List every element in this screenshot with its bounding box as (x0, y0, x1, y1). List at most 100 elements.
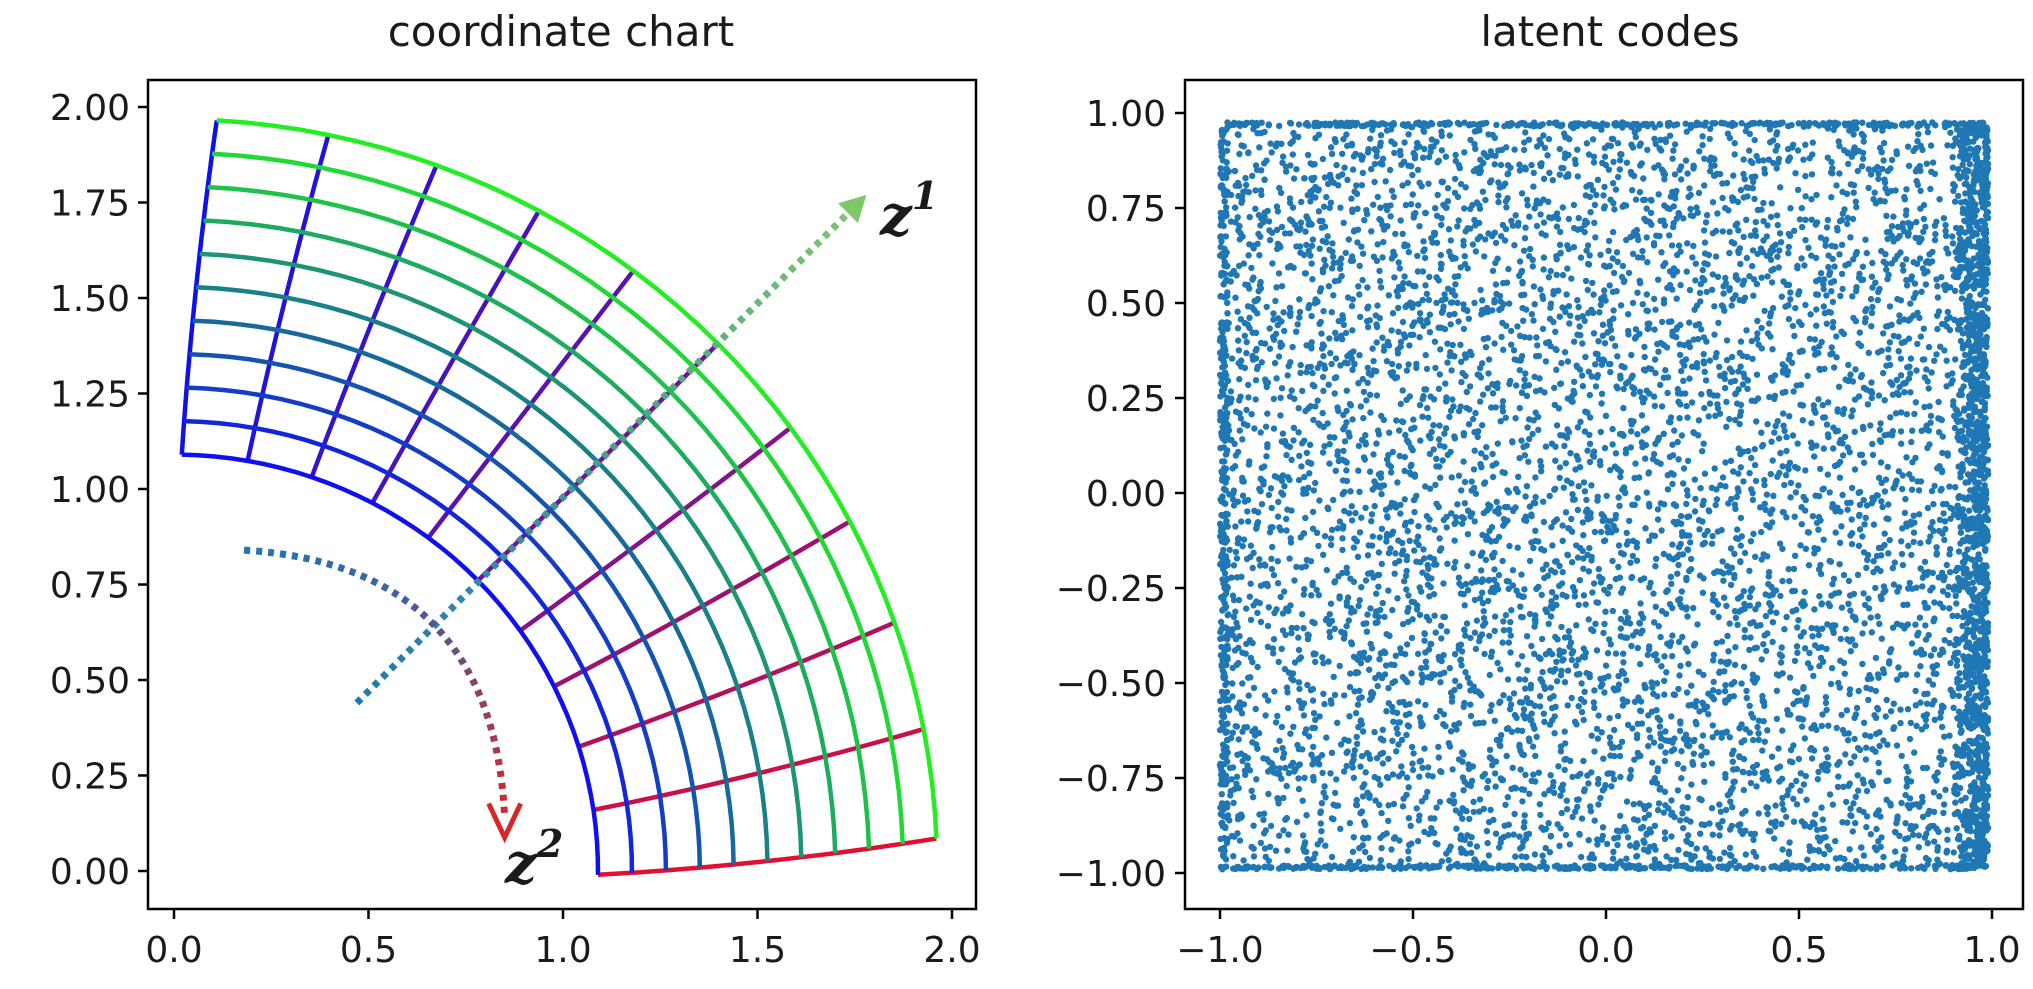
scatter-point (1397, 151, 1404, 159)
scatter-point (1266, 325, 1273, 332)
scatter-point (1669, 632, 1676, 639)
scatter-point (1293, 328, 1300, 335)
scatter-point (1658, 527, 1665, 534)
scatter-point (1688, 399, 1696, 406)
scatter-point (1426, 329, 1434, 336)
scatter-point (1847, 234, 1854, 241)
scatter-point (1745, 447, 1752, 455)
scatter-point (1679, 810, 1686, 817)
scatter-point (1645, 712, 1652, 719)
scatter-point (1313, 529, 1321, 536)
scatter-point (1316, 320, 1323, 327)
scatter-point (1836, 561, 1843, 568)
scatter-point (1451, 651, 1459, 658)
scatter-point (1236, 150, 1243, 158)
scatter-point (1321, 783, 1328, 790)
scatter-point (1579, 372, 1586, 379)
scatter-point (1250, 684, 1258, 691)
scatter-point (1526, 557, 1534, 565)
scatter-point (1725, 500, 1732, 507)
scatter-point (1266, 345, 1274, 352)
scatter-point (1530, 771, 1537, 778)
scatter-point (1306, 219, 1313, 226)
scatter-point (1395, 773, 1403, 780)
scatter-point (1602, 662, 1610, 669)
scatter-point (1554, 636, 1561, 643)
scatter-point (1601, 785, 1608, 792)
scatter-point (1591, 528, 1599, 536)
scatter-point (1674, 438, 1681, 446)
scatter-point (1661, 222, 1669, 229)
scatter-point (1461, 351, 1469, 358)
scatter-point (1786, 351, 1794, 359)
scatter-point (1802, 193, 1809, 200)
scatter-point (1375, 775, 1382, 782)
scatter-point (1602, 412, 1610, 419)
scatter-point (1414, 252, 1421, 260)
scatter-point (1323, 193, 1330, 201)
scatter-point (1402, 572, 1410, 579)
scatter-point (1577, 254, 1585, 261)
scatter-point (1900, 853, 1907, 860)
scatter-point (1350, 578, 1358, 585)
scatter-point (1703, 288, 1710, 296)
scatter-point (1658, 147, 1665, 154)
z2-arrow-shaft (243, 546, 509, 818)
scatter-point (1615, 494, 1622, 501)
scatter-point (1806, 649, 1813, 657)
scatter-point (1671, 141, 1679, 148)
scatter-point (1959, 161, 1966, 168)
scatter-point (1333, 335, 1340, 342)
scatter-point (1771, 835, 1778, 842)
scatter-point (1828, 344, 1835, 351)
scatter-point (1397, 510, 1404, 517)
scatter-point (1650, 690, 1657, 697)
scatter-point (1757, 245, 1765, 252)
scatter-point (1813, 306, 1820, 313)
scatter-point (1306, 470, 1313, 477)
scatter-point (1743, 216, 1750, 223)
scatter-point (1365, 751, 1372, 758)
scatter-point (1652, 846, 1659, 853)
scatter-point (1432, 205, 1439, 212)
scatter-point (1655, 623, 1663, 630)
scatter-point (1668, 856, 1675, 864)
scatter-point (1364, 323, 1372, 331)
scatter-point (1451, 433, 1458, 440)
scatter-point (1261, 176, 1268, 184)
scatter-point (1328, 815, 1336, 822)
scatter-point (1575, 703, 1582, 710)
scatter-point (1320, 660, 1327, 667)
scatter-point (1349, 764, 1356, 771)
scatter-point (1934, 283, 1941, 290)
scatter-point (1874, 671, 1882, 678)
scatter-point (1644, 651, 1652, 659)
scatter-point (1428, 428, 1435, 436)
scatter-point (1887, 414, 1894, 421)
scatter-point (1506, 300, 1513, 307)
scatter-point (1251, 725, 1259, 733)
scatter-point (1508, 785, 1515, 793)
scatter-point (1912, 823, 1919, 830)
scatter-point (1915, 487, 1923, 494)
scatter-point (1569, 559, 1576, 566)
scatter-point (1277, 394, 1284, 401)
scatter-point (1580, 716, 1587, 724)
scatter-point (1629, 552, 1637, 560)
scatter-point (1470, 466, 1478, 473)
scatter-point (1346, 683, 1354, 691)
scatter-point (1305, 247, 1312, 254)
scatter-point (1753, 418, 1760, 425)
scatter-point (1239, 478, 1246, 485)
scatter-point (1574, 297, 1581, 304)
scatter-point (1339, 312, 1346, 319)
scatter-point (1821, 365, 1828, 372)
scatter-point (1899, 561, 1907, 569)
scatter-point (1946, 605, 1953, 612)
scatter-point (1580, 555, 1587, 562)
scatter-point (1926, 403, 1933, 410)
scatter-point (1661, 677, 1668, 685)
scatter-point (1551, 730, 1558, 737)
scatter-point (1587, 803, 1594, 810)
scatter-point (1675, 242, 1683, 249)
